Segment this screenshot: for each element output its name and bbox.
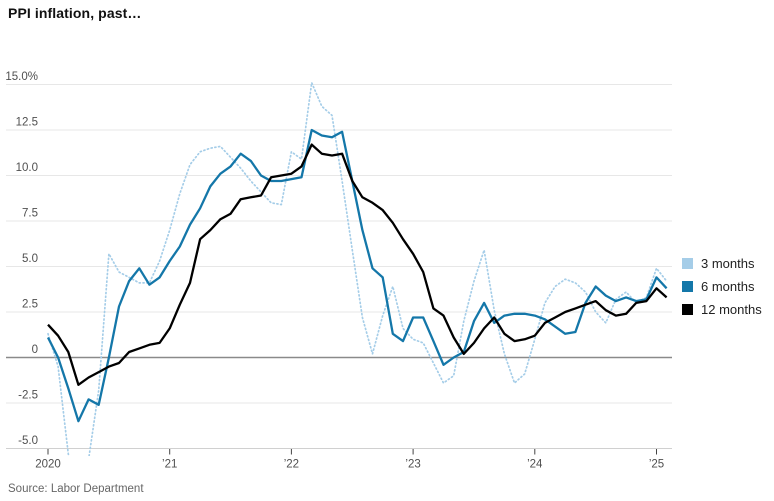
y-axis-tick-label: 10.0 [16, 162, 38, 174]
legend-item-6-months: 6 months [682, 275, 762, 298]
legend-label-3-months: 3 months [701, 256, 755, 271]
y-axis-tick-label: 5.0 [22, 253, 38, 265]
y-axis-tick-label: 12.5 [16, 117, 38, 129]
series-line-6-months [46, 128, 668, 423]
y-axis-tick-label: 15.0% [5, 71, 38, 83]
y-axis-tick-label: -5.0 [18, 435, 38, 447]
chart-title: PPI inflation, past… [8, 5, 142, 21]
x-axis-tick-label: ’23 [405, 459, 420, 471]
x-axis-tick-label: ’24 [527, 459, 543, 471]
series-line-3-months [47, 81, 668, 456]
x-axis-tick-label: ’25 [649, 459, 664, 471]
y-axis-tick-label: 7.5 [22, 208, 38, 220]
y-axis-tick-label: 2.5 [22, 299, 38, 311]
x-axis-tick-label: ’22 [284, 459, 299, 471]
legend-item-3-months: 3 months [682, 252, 762, 275]
legend-item-12-months: 12 months [682, 298, 762, 321]
legend-label-12-months: 12 months [701, 302, 762, 317]
x-axis-tick-label: 2020 [35, 459, 61, 471]
series-line-12-months [47, 143, 668, 386]
chart-legend: 3 months 6 months 12 months [682, 252, 762, 321]
x-axis-tick-label: ’21 [162, 459, 177, 471]
source-attribution: Source: Labor Department [8, 483, 144, 495]
legend-swatch-3-months-icon [682, 258, 693, 269]
y-axis-tick-label: 0 [32, 344, 38, 356]
y-axis-tick-label: -2.5 [18, 390, 38, 402]
legend-label-6-months: 6 months [701, 279, 755, 294]
legend-swatch-6-months-icon [682, 281, 693, 292]
ppi-inflation-line-chart: 15.0% 12.5 10.0 7.5 5.0 2.5 0 -2.5 -5.0 2020 ’21 ’2… [5, 71, 672, 471]
legend-swatch-12-months-icon [682, 304, 693, 315]
